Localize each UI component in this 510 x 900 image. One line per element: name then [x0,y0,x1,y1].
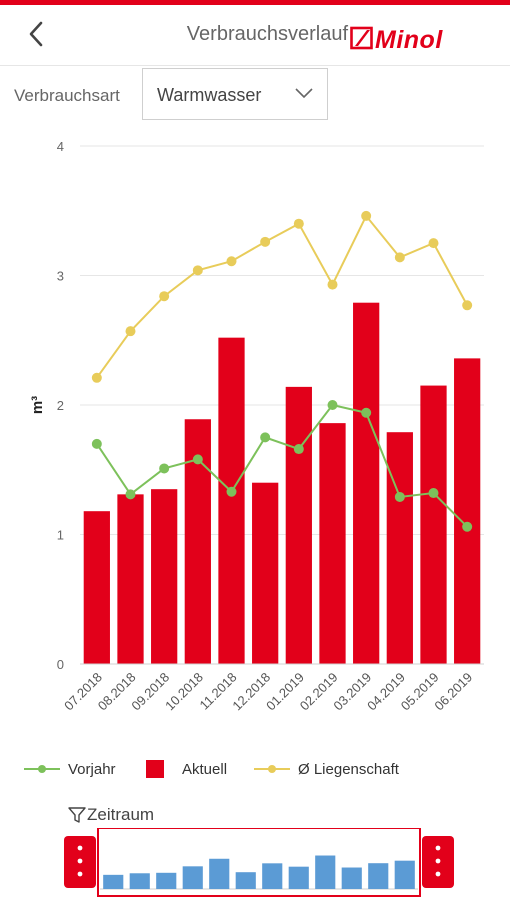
point-liegenschaft[interactable] [260,236,271,247]
y-tick-label: 2 [57,398,64,413]
point-vorjahr[interactable] [361,407,372,418]
navigator-bar [103,874,124,889]
bar-aktuell[interactable] [83,511,110,664]
aktuell-bar-icon [146,760,164,778]
point-vorjahr[interactable] [428,488,439,499]
legend-item-vorjahr[interactable]: Vorjahr [22,758,116,780]
line-liegenschaft [96,214,469,379]
chevron-left-icon[interactable] [22,19,52,49]
bar-aktuell[interactable] [454,358,481,664]
page-title: Verbrauchsverlauf [186,23,348,45]
point-vorjahr[interactable] [394,491,405,502]
point-vorjahr[interactable] [327,400,338,410]
legend-label-aktuell: Aktuell [182,760,228,778]
point-liegenschaft[interactable] [192,265,203,276]
bar-aktuell[interactable] [353,302,380,664]
funnel-icon [68,807,86,823]
consumption-type-value: Warmwasser [157,85,262,105]
navigator-bar [288,866,309,889]
point-liegenschaft[interactable] [91,372,102,383]
y-tick-label: 1 [57,528,64,543]
chevron-down-icon [295,88,313,99]
bar-aktuell[interactable] [151,489,178,664]
time-range-navigator[interactable] [0,828,510,900]
point-liegenschaft[interactable] [226,256,237,267]
x-tick-label: 06.2019 [431,670,475,714]
navigator-bar [235,872,256,889]
point-vorjahr[interactable] [192,454,203,465]
point-vorjahr[interactable] [260,432,271,443]
point-liegenschaft[interactable] [327,279,338,290]
liegenschaft-line-icon [254,765,290,773]
point-liegenschaft[interactable] [394,252,405,263]
navigator-bar [129,873,150,889]
bar-aktuell[interactable] [319,423,346,664]
bar-aktuell[interactable] [420,385,447,664]
y-axis-label: m³ [29,396,46,414]
point-liegenschaft[interactable] [159,291,170,302]
legend-label-liegenschaft: Ø Liegenschaft [298,760,399,778]
line-vorjahr [96,403,468,528]
point-liegenschaft[interactable] [293,218,304,229]
app-header: Verbrauchsverlauf Minol [0,5,510,66]
navigator-bar [341,867,362,889]
point-vorjahr[interactable] [226,486,237,497]
navigator-bar [262,863,283,889]
time-range-heading: Zeitraum [68,805,154,825]
navigator-bar [368,863,389,889]
point-vorjahr[interactable] [159,463,170,474]
y-tick-label: 3 [57,269,64,284]
legend-item-aktuell[interactable]: Aktuell [146,758,227,780]
point-liegenschaft[interactable] [428,238,439,249]
navigator-handle-left[interactable] [64,836,96,888]
top-accent-bar [0,0,510,5]
consumption-type-select[interactable]: Warmwasser [142,68,328,120]
point-vorjahr[interactable] [462,521,473,532]
bar-aktuell[interactable] [117,494,144,664]
navigator-bar [182,866,203,889]
bar-aktuell[interactable] [285,386,312,664]
point-liegenschaft[interactable] [125,326,136,337]
point-liegenschaft[interactable] [462,300,473,311]
bar-aktuell[interactable] [386,432,413,664]
navigator-bar [315,855,336,889]
navigator-bar [209,858,230,889]
point-liegenschaft[interactable] [361,210,372,221]
time-range-label: Zeitraum [87,805,155,824]
legend-item-liegenschaft[interactable]: Ø Liegenschaft [252,758,399,780]
navigator-selection[interactable] [97,828,421,897]
minol-logo: Minol [350,26,443,51]
navigator-handle-right[interactable] [422,836,454,888]
legend-label-vorjahr: Vorjahr [68,760,116,778]
consumption-chart: 01234m³07.201808.201809.201810.201811.20… [29,139,484,714]
point-vorjahr[interactable] [293,444,304,455]
point-vorjahr[interactable] [125,489,136,500]
y-tick-label: 4 [57,139,64,154]
x-tick-label: 10.2018 [162,670,206,714]
bar-aktuell[interactable] [252,482,279,664]
logo-text: Minol [375,26,443,51]
vorjahr-line-icon [24,765,60,773]
navigator-bar [156,872,177,889]
point-vorjahr[interactable] [91,438,102,449]
bar-aktuell[interactable] [218,337,245,664]
consumption-type-label: Verbrauchsart [14,86,120,105]
y-tick-label: 0 [57,657,64,672]
navigator-bar [394,860,415,889]
